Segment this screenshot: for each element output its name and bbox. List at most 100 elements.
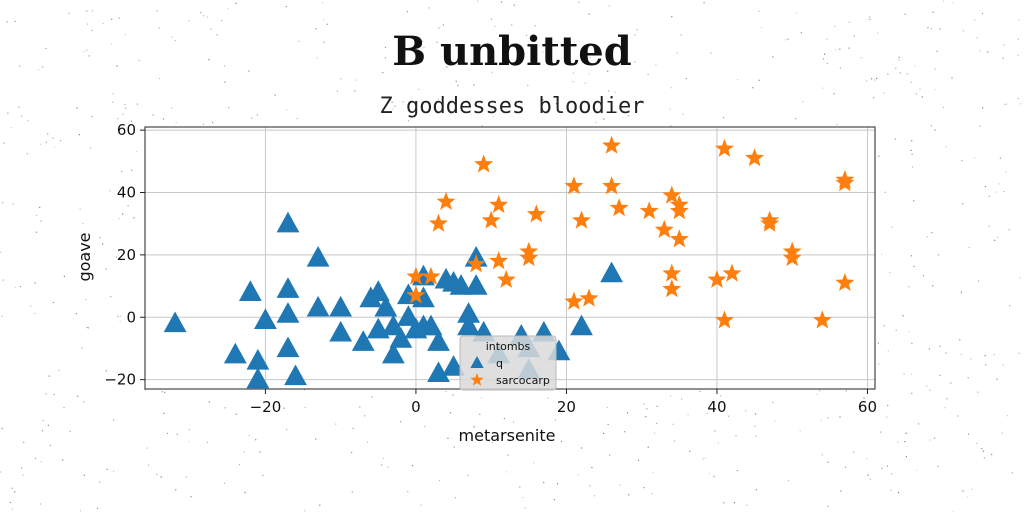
speckle-dot (607, 423, 609, 425)
speckle-dot (848, 21, 850, 23)
speckle-dot (124, 34, 126, 36)
speckle-dot (296, 118, 298, 120)
speckle-dot (699, 390, 701, 392)
speckle-dot (491, 442, 494, 444)
speckle-dot (993, 354, 995, 356)
speckle-dot (171, 36, 173, 38)
speckle-dot (224, 81, 226, 83)
speckle-dot (382, 72, 384, 74)
speckle-dot (188, 441, 190, 443)
speckle-dot (878, 363, 880, 365)
data-point-q (276, 336, 300, 358)
speckle-dot (402, 101, 404, 103)
speckle-dot (945, 146, 947, 148)
speckle-dot (724, 404, 726, 407)
speckle-dot (799, 430, 801, 432)
speckle-dot (826, 62, 828, 65)
speckle-dot (359, 406, 361, 408)
speckle-dot (681, 398, 683, 400)
speckle-dot (206, 16, 208, 18)
speckle-dot (840, 490, 842, 492)
speckle-dot (40, 220, 42, 222)
speckle-dot (228, 107, 230, 109)
speckle-dot (11, 508, 14, 510)
speckle-dot (603, 432, 605, 434)
speckle-dot (827, 417, 829, 419)
data-point-q (397, 305, 420, 326)
speckle-dot (866, 80, 868, 82)
speckle-dot (760, 26, 763, 29)
speckle-dot (908, 330, 910, 333)
speckle-dot (869, 16, 871, 18)
data-point-sarcocarp (662, 263, 682, 282)
speckle-dot (904, 13, 906, 15)
speckle-dot (713, 475, 715, 477)
speckle-dot (911, 392, 913, 394)
speckle-dot (717, 442, 719, 444)
speckle-dot (286, 109, 288, 111)
speckle-dot (880, 431, 882, 433)
speckle-dot (304, 406, 306, 409)
speckle-dot (436, 41, 438, 43)
speckle-dot (656, 422, 658, 424)
speckle-dot (35, 231, 38, 233)
speckle-dot (492, 116, 494, 118)
speckle-dot (937, 465, 939, 468)
speckle-dot (670, 125, 672, 127)
speckle-dot (967, 377, 969, 379)
speckle-dot (439, 479, 441, 482)
speckle-dot (351, 451, 353, 454)
speckle-dot (939, 374, 941, 376)
speckle-dot (519, 486, 521, 488)
speckle-dot (897, 491, 900, 494)
speckle-dot (945, 352, 947, 354)
speckle-dot (83, 51, 85, 53)
speckle-dot (3, 142, 5, 144)
speckle-dot (543, 482, 545, 484)
speckle-dot (754, 413, 757, 415)
data-point-sarcocarp (489, 251, 509, 270)
speckle-dot (259, 451, 261, 453)
speckle-dot (542, 99, 544, 101)
speckle-dot (871, 78, 873, 80)
speckle-dot (904, 441, 906, 443)
speckle-dot (636, 29, 638, 31)
speckle-dot (60, 140, 62, 142)
speckle-dot (156, 10, 158, 12)
speckle-dot (454, 497, 456, 499)
speckle-dot (655, 64, 657, 66)
speckle-dot (1003, 191, 1005, 193)
speckle-dot (34, 312, 36, 315)
series-sarcocarp (406, 135, 855, 329)
speckle-dot (669, 395, 672, 397)
speckle-dot (351, 491, 353, 493)
speckle-dot (745, 410, 747, 412)
speckle-dot (210, 28, 212, 30)
speckle-dot (933, 437, 936, 439)
speckle-dot (824, 53, 826, 55)
speckle-dot (175, 121, 177, 124)
speckle-dot (957, 415, 959, 417)
figure-title: B unbitted (392, 28, 632, 75)
speckle-dot (881, 467, 883, 469)
data-point-q (366, 280, 390, 301)
speckle-dot (86, 10, 88, 12)
speckle-dot (836, 123, 838, 126)
speckle-dot (708, 473, 711, 475)
speckle-dot (603, 118, 605, 120)
speckle-dot (886, 416, 888, 418)
speckle-dot (503, 43, 505, 45)
data-point-q (276, 302, 300, 323)
speckle-dot (37, 69, 40, 71)
data-point-q (389, 327, 413, 348)
speckle-dot (416, 405, 418, 407)
speckle-dot (572, 72, 574, 74)
speckle-dot (511, 24, 513, 26)
speckle-dot (152, 114, 154, 116)
speckle-dot (869, 18, 871, 21)
speckle-dot (160, 476, 162, 478)
speckle-dot (322, 2, 324, 4)
speckle-dot (944, 407, 946, 409)
speckle-dot (175, 489, 177, 491)
speckle-dot (978, 280, 980, 282)
